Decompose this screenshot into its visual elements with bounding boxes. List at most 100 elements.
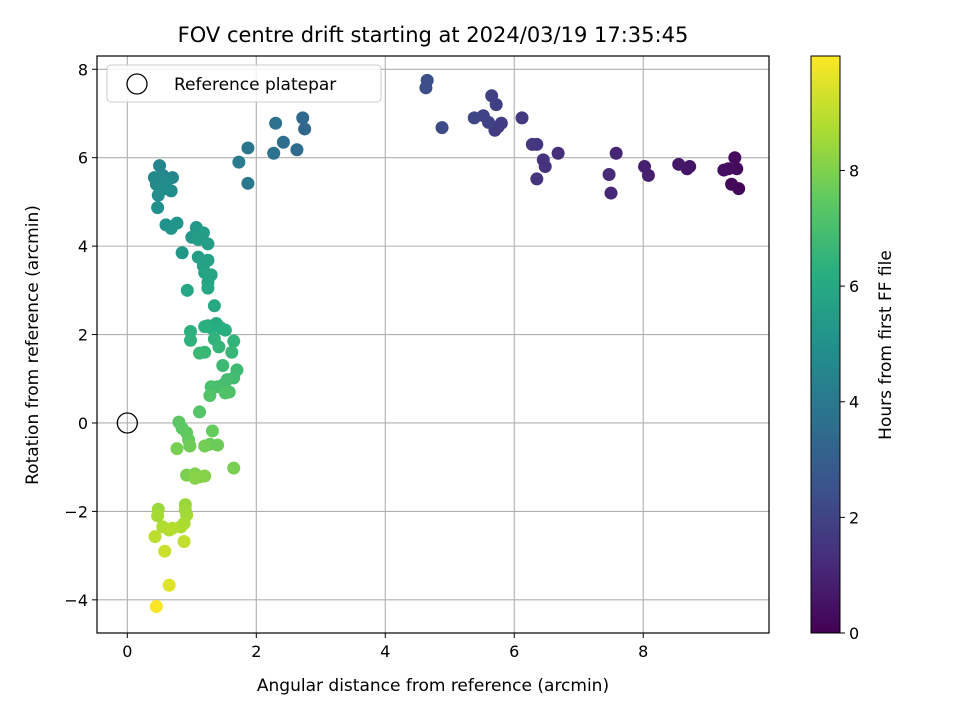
x-tick-label: 0 bbox=[122, 642, 132, 661]
y-tick-label: 0 bbox=[78, 414, 88, 433]
data-point bbox=[419, 81, 433, 95]
data-point bbox=[290, 143, 304, 157]
colorbar-title: Hours from first FF file bbox=[876, 250, 896, 440]
data-point bbox=[298, 122, 312, 136]
data-point bbox=[241, 176, 255, 190]
data-point bbox=[170, 442, 184, 456]
data-point bbox=[183, 439, 197, 453]
data-point bbox=[467, 111, 481, 125]
data-point bbox=[162, 578, 176, 592]
data-point bbox=[201, 253, 215, 267]
reference-marker-group bbox=[116, 412, 138, 434]
y-tick-label: 4 bbox=[78, 237, 88, 256]
colorbar-tick-label: 6 bbox=[849, 277, 859, 296]
data-point bbox=[170, 216, 184, 230]
y-tick-label: 6 bbox=[78, 149, 88, 168]
y-axis: −4 −2 0 2 4 6 8 bbox=[64, 60, 97, 610]
data-point bbox=[672, 157, 686, 171]
data-point bbox=[225, 345, 239, 359]
data-point bbox=[201, 237, 215, 251]
colorbar-tick-label: 4 bbox=[849, 393, 859, 412]
y-tick-label: 8 bbox=[78, 60, 88, 79]
data-point bbox=[638, 160, 652, 174]
legend-box bbox=[106, 64, 382, 103]
data-point bbox=[536, 153, 550, 167]
data-point bbox=[717, 163, 731, 177]
data-point bbox=[198, 320, 212, 334]
data-point bbox=[198, 439, 212, 453]
data-point bbox=[551, 146, 565, 160]
data-point bbox=[177, 534, 191, 548]
data-point bbox=[609, 146, 623, 160]
data-point bbox=[485, 89, 499, 103]
data-point bbox=[188, 471, 202, 485]
y-axis-title: Rotation from reference (arcmin) bbox=[23, 205, 43, 485]
data-point bbox=[198, 469, 212, 483]
data-point bbox=[149, 177, 163, 191]
scatter-points bbox=[147, 73, 746, 613]
data-point bbox=[267, 146, 281, 160]
data-point bbox=[212, 340, 226, 354]
colorbar-frame bbox=[810, 55, 841, 634]
plot-area bbox=[97, 56, 769, 633]
x-tick-label: 2 bbox=[251, 642, 261, 661]
legend-marker bbox=[126, 73, 148, 95]
data-point bbox=[165, 521, 179, 535]
data-point bbox=[151, 188, 165, 202]
legend: Reference platepar bbox=[106, 64, 382, 103]
data-point bbox=[525, 137, 539, 151]
data-point bbox=[203, 389, 217, 403]
data-point bbox=[276, 135, 290, 149]
data-point bbox=[515, 111, 529, 125]
data-point bbox=[191, 232, 205, 246]
data-point bbox=[241, 141, 255, 155]
reference-marker bbox=[116, 412, 138, 434]
data-point bbox=[269, 116, 283, 130]
data-point bbox=[604, 186, 618, 200]
colorbar-tick-label: 8 bbox=[849, 161, 859, 180]
data-point bbox=[728, 151, 742, 165]
data-point bbox=[435, 121, 449, 135]
data-point bbox=[193, 346, 207, 360]
data-point bbox=[148, 530, 162, 544]
data-point bbox=[149, 599, 163, 613]
data-point bbox=[227, 461, 241, 475]
x-tick-label: 6 bbox=[509, 642, 519, 661]
chart-title: FOV centre drift starting at 2024/03/19 … bbox=[178, 23, 689, 47]
data-point bbox=[205, 424, 219, 438]
data-point bbox=[602, 167, 616, 181]
data-point bbox=[201, 281, 215, 295]
data-point bbox=[218, 323, 232, 337]
data-point bbox=[216, 359, 230, 373]
x-tick-label: 4 bbox=[380, 642, 390, 661]
data-point bbox=[227, 334, 241, 348]
data-point bbox=[530, 172, 544, 186]
data-point bbox=[180, 283, 194, 297]
data-point bbox=[151, 509, 165, 523]
data-point bbox=[151, 201, 165, 215]
legend-label: Reference platepar bbox=[174, 75, 336, 95]
x-axis: 0 2 4 6 8 bbox=[122, 633, 648, 661]
y-tick-label: −4 bbox=[64, 591, 88, 610]
plot-frame bbox=[96, 55, 770, 634]
colorbar-gradient bbox=[811, 56, 840, 633]
colorbar-ticks: 0 2 4 6 8 bbox=[840, 161, 859, 643]
data-point bbox=[296, 111, 310, 125]
data-point bbox=[158, 544, 172, 558]
data-point bbox=[207, 299, 221, 313]
data-point bbox=[725, 177, 739, 191]
data-point bbox=[218, 386, 232, 400]
colorbar: 0 2 4 6 8 Hours from first FF file bbox=[810, 55, 896, 643]
data-point bbox=[232, 155, 246, 169]
y-tick-label: −2 bbox=[64, 502, 88, 521]
x-axis-title: Angular distance from reference (arcmin) bbox=[257, 676, 609, 696]
colorbar-tick-label: 2 bbox=[849, 508, 859, 527]
data-point bbox=[211, 438, 225, 452]
colorbar-tick-label: 0 bbox=[849, 624, 859, 643]
y-tick-label: 2 bbox=[78, 326, 88, 345]
data-point bbox=[184, 333, 198, 347]
x-tick-label: 8 bbox=[638, 642, 648, 661]
data-point bbox=[175, 246, 189, 260]
data-point bbox=[193, 405, 207, 419]
